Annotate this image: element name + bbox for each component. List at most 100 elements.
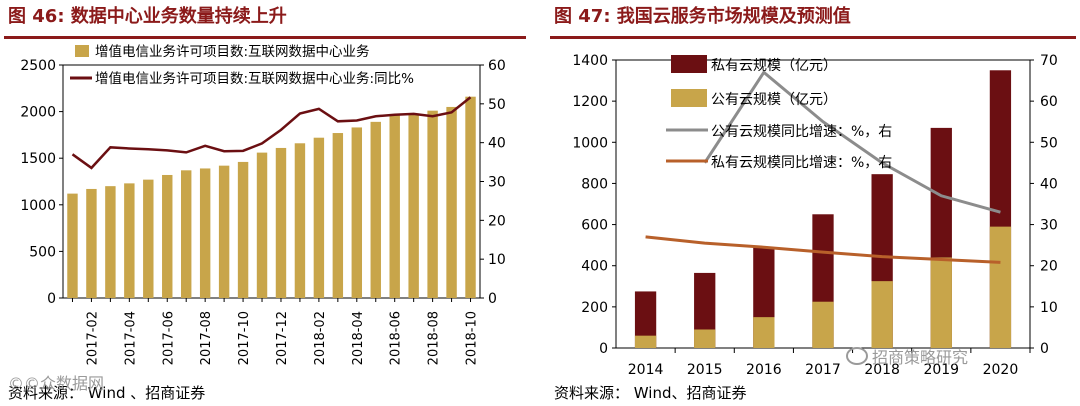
bar-idc-count <box>389 115 400 298</box>
chart-svg-2: 0 200 400 600 800 1000 1200 1400 0 10 20 30 40 50 60 70… <box>572 53 1058 378</box>
y-right-tick-label: 50 <box>488 97 506 113</box>
y-right-tick-label: 40 <box>488 136 506 152</box>
bar-idc-count <box>351 127 363 298</box>
x-tick-label: 2017-04 <box>123 311 138 365</box>
bar-idc-count <box>86 188 97 298</box>
x-tick-label: 2016 <box>746 362 782 378</box>
y-left-tick-label: 800 <box>581 176 608 192</box>
y-right-tick-label: 20 <box>1040 259 1058 275</box>
bar-public-cloud <box>930 257 952 348</box>
bar-idc-count <box>180 170 192 298</box>
bar-public-cloud <box>753 317 775 348</box>
legend-label-line: 增值电信业务许可项目数:互联网数据中心业务:同比% <box>95 71 414 87</box>
bar-public-cloud <box>989 226 1012 348</box>
legend-label-public: 公有云规模（亿元） <box>711 92 837 108</box>
bar-idc-count <box>294 143 306 298</box>
y-left-tick-label: 1500 <box>20 151 56 167</box>
x-tick-label: 2018-10 <box>465 311 480 365</box>
line-private-cloud-yoy <box>645 235 1001 264</box>
chart-svg-1: 0 500 1000 1500 2000 2500 0 10 20 30 40 50 60 2017-02… <box>20 44 506 365</box>
bar-public-cloud <box>812 301 834 348</box>
x-tick-label: 2017 <box>805 362 841 378</box>
chart-title: 图 46: 数据中心业务数量持续上升 <box>8 6 287 27</box>
x-tick-label: 2017-08 <box>199 311 214 365</box>
x-tick-label: 2018-06 <box>389 311 404 365</box>
x-tick-label: 2020 <box>983 362 1019 378</box>
bar-public-cloud <box>694 329 716 348</box>
bar-idc-count <box>199 168 211 298</box>
y-left-tick-label: 1000 <box>572 135 608 151</box>
bar-idc-count <box>332 133 344 298</box>
x-tick-label: 2019 <box>923 362 959 378</box>
wechat-icon <box>846 347 868 365</box>
y-left-tick-label: 0 <box>47 291 56 307</box>
legend-swatch-public <box>671 89 707 107</box>
bar-idc-count <box>162 174 173 298</box>
y-right-tick-label: 30 <box>488 175 506 191</box>
y-left-tick-label: 2000 <box>20 105 56 121</box>
bar-idc-count <box>143 179 154 298</box>
y-left-tick-label: 200 <box>581 300 608 316</box>
y-right-tick-label: 10 <box>488 252 506 268</box>
y-left-tick-label: 2500 <box>20 58 56 74</box>
watermark-right: 招商策略研究 <box>846 344 968 368</box>
legend-swatch-bar <box>75 45 89 57</box>
title-rule <box>4 36 526 39</box>
x-tick-label: 2015 <box>687 362 723 378</box>
bar-idc-count <box>446 106 457 298</box>
legend-swatch-private <box>671 55 707 73</box>
y-right-tick-label: 60 <box>488 58 506 74</box>
y-left-tick-label: 0 <box>599 341 608 357</box>
x-tick-label: 2018 <box>864 362 900 378</box>
y-left-tick-label: 1200 <box>572 94 608 110</box>
x-tick-label: 2017-12 <box>275 311 290 365</box>
title-rule <box>550 36 1076 39</box>
bar-idc-count <box>465 96 476 298</box>
y-right-tick-label: 40 <box>1040 176 1058 192</box>
bar-public-cloud <box>634 335 657 348</box>
bar-idc-count <box>313 137 325 298</box>
y-right-tick-label: 30 <box>1040 218 1058 234</box>
x-tick-label: 2017-06 <box>161 311 176 365</box>
bar-idc-count <box>275 147 287 298</box>
bar-idc-count <box>237 161 249 298</box>
y-left-tick-label: 600 <box>581 218 608 234</box>
watermark-left: ©©众数据网 <box>8 374 105 393</box>
bar-idc-count <box>408 113 419 299</box>
y-right-tick-label: 50 <box>1040 135 1058 151</box>
x-tick-label: 2017-10 <box>237 311 252 365</box>
source-text: 资料来源： Wind 、招商证券 <box>8 384 206 402</box>
chart-title: 图 47: 我国云服务市场规模及预测值 <box>554 6 851 27</box>
legend-label-private: 私有云规模（亿元） <box>711 58 837 74</box>
x-tick-label: 2018-08 <box>427 311 442 365</box>
x-tick-label: 2018-02 <box>313 311 328 365</box>
bar-idc-count <box>256 152 268 298</box>
watermark-right-text: 招商策略研究 <box>872 348 969 367</box>
chart-panel-2: 图 47: 我国云服务市场规模及预测值 0 200 400 600 800 1000 120… <box>546 0 1080 406</box>
legend-label-bar: 增值电信业务许可项目数:互联网数据中心业务 <box>95 44 370 60</box>
bar-private-cloud <box>694 272 716 348</box>
y-left-tick-label: 1400 <box>572 53 608 69</box>
bar-idc-count <box>427 110 438 298</box>
y-right-tick-label: 20 <box>488 213 506 229</box>
y-right-tick-label: 70 <box>1040 53 1058 69</box>
y-left-tick-label: 1000 <box>20 198 56 214</box>
y-right-tick-label: 0 <box>488 291 497 307</box>
legend-label-public-yoy: 公有云规模同比增速：%，右 <box>711 124 892 140</box>
line-public-cloud-yoy <box>703 70 1001 214</box>
legend-label-private-yoy: 私有云规模同比增速：%，右 <box>711 155 892 171</box>
x-tick-label: 2017-02 <box>85 311 100 365</box>
bar-idc-count <box>124 183 135 298</box>
x-tick-label: 2018-04 <box>351 311 366 365</box>
x-tick-label: 2014 <box>628 362 664 378</box>
bar-idc-count <box>370 121 381 299</box>
bar-idc-count <box>67 193 78 298</box>
bar-private-cloud <box>634 291 657 348</box>
bar-idc-count <box>105 186 116 298</box>
bar-public-cloud <box>871 281 893 348</box>
y-right-tick-label: 0 <box>1040 341 1049 357</box>
source-text: 资料来源： Wind、招商证券 <box>554 384 747 402</box>
y-left-tick-label: 400 <box>581 259 608 275</box>
bar-idc-count <box>218 165 230 298</box>
line-idc-yoy <box>71 96 472 170</box>
